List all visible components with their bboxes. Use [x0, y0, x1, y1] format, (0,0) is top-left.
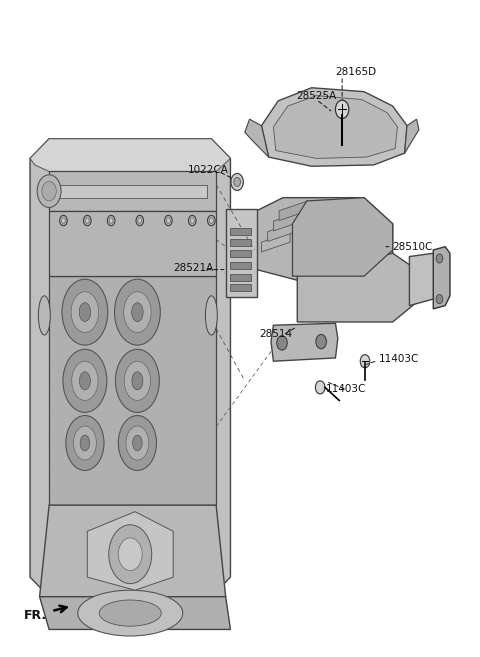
Polygon shape [49, 211, 216, 276]
Circle shape [207, 215, 215, 226]
Polygon shape [274, 96, 397, 158]
Ellipse shape [66, 415, 104, 470]
Bar [230, 261, 252, 269]
Ellipse shape [72, 361, 98, 400]
Polygon shape [30, 139, 230, 171]
Ellipse shape [124, 292, 151, 332]
Circle shape [436, 294, 443, 304]
Circle shape [108, 215, 115, 226]
Polygon shape [292, 198, 393, 276]
Circle shape [136, 215, 144, 226]
Circle shape [231, 173, 243, 191]
Polygon shape [39, 597, 230, 629]
Circle shape [109, 525, 152, 583]
Ellipse shape [79, 303, 91, 321]
Text: 1022CA: 1022CA [188, 165, 228, 175]
Bar [230, 228, 252, 235]
Ellipse shape [118, 415, 156, 470]
Polygon shape [87, 512, 173, 590]
Circle shape [316, 334, 326, 349]
Ellipse shape [132, 435, 142, 451]
Polygon shape [59, 185, 206, 198]
Bar [230, 284, 252, 291]
Ellipse shape [115, 279, 160, 345]
Ellipse shape [132, 372, 143, 390]
Polygon shape [30, 139, 230, 597]
Circle shape [209, 218, 213, 223]
Text: FR.: FR. [24, 608, 48, 622]
Circle shape [436, 254, 443, 263]
Circle shape [118, 538, 142, 570]
Circle shape [191, 218, 194, 223]
Circle shape [167, 218, 170, 223]
Ellipse shape [42, 181, 56, 201]
Circle shape [315, 381, 325, 394]
Polygon shape [245, 119, 269, 157]
Ellipse shape [132, 303, 143, 321]
Circle shape [165, 215, 172, 226]
Ellipse shape [124, 361, 151, 400]
Polygon shape [262, 88, 407, 166]
Polygon shape [268, 222, 296, 242]
Polygon shape [409, 253, 441, 306]
Bar [226, 209, 257, 297]
Ellipse shape [80, 435, 90, 451]
Circle shape [109, 218, 113, 223]
Polygon shape [39, 505, 226, 597]
Ellipse shape [126, 426, 149, 460]
Ellipse shape [71, 292, 99, 332]
Circle shape [360, 355, 370, 368]
Polygon shape [49, 276, 216, 505]
Text: 28165D: 28165D [336, 67, 377, 77]
Text: 11403C: 11403C [326, 384, 366, 394]
Text: 28525A: 28525A [296, 91, 336, 101]
Circle shape [336, 100, 349, 118]
Text: 28521A: 28521A [173, 263, 214, 273]
Polygon shape [257, 198, 393, 283]
Circle shape [85, 218, 89, 223]
Ellipse shape [99, 600, 161, 626]
Polygon shape [405, 119, 419, 153]
Text: 28510C: 28510C [393, 242, 433, 252]
Circle shape [60, 215, 67, 226]
Ellipse shape [63, 350, 107, 413]
Polygon shape [274, 212, 302, 231]
Bar [230, 239, 252, 246]
Ellipse shape [205, 296, 217, 335]
Bar [230, 250, 252, 257]
Ellipse shape [78, 590, 183, 636]
Polygon shape [279, 201, 308, 221]
Ellipse shape [38, 296, 50, 335]
Ellipse shape [116, 350, 159, 413]
Polygon shape [49, 171, 216, 211]
Bar [230, 273, 252, 281]
Polygon shape [271, 323, 338, 361]
Ellipse shape [37, 175, 61, 208]
Ellipse shape [79, 372, 90, 390]
Polygon shape [262, 233, 290, 252]
Text: 11403C: 11403C [378, 354, 419, 364]
Circle shape [234, 177, 240, 187]
Polygon shape [433, 247, 450, 309]
Circle shape [84, 215, 91, 226]
Text: 28514: 28514 [259, 328, 292, 339]
Circle shape [189, 215, 196, 226]
Circle shape [277, 336, 287, 350]
Ellipse shape [62, 279, 108, 345]
Circle shape [61, 218, 65, 223]
Circle shape [138, 218, 142, 223]
Ellipse shape [73, 426, 96, 460]
Polygon shape [297, 253, 417, 322]
